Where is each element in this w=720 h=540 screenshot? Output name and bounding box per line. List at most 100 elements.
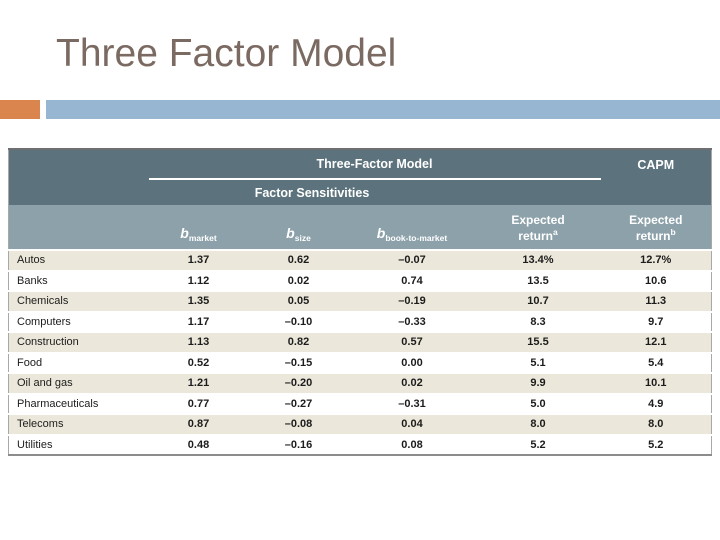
beta-subscript: book-to-market: [385, 233, 448, 244]
value-cell: 1.13: [187, 336, 210, 349]
value-cell: 15.5: [527, 336, 549, 349]
value-cell: –0.07: [398, 254, 426, 267]
value-cell: 5.4: [648, 356, 664, 369]
value-cell: –0.31: [398, 397, 426, 410]
value-cell: 0.02: [401, 377, 423, 390]
table-row: Chemicals 1.35 0.05 –0.19 10.7 11.3: [8, 291, 712, 312]
value-cell: 12.7%: [640, 254, 672, 267]
value-cell: 0.05: [287, 295, 310, 308]
value-cell: 4.9: [648, 397, 664, 410]
industry-cell: Utilities: [17, 438, 53, 451]
value-cell: 9.9: [530, 377, 546, 390]
value-cell: 0.82: [287, 336, 310, 349]
accent-bar-orange: [0, 100, 40, 119]
value-cell: 0.57: [401, 336, 423, 349]
value-cell: 0.08: [401, 438, 423, 451]
accent-bar-blue: [46, 100, 720, 119]
industry-cell: Oil and gas: [17, 377, 73, 390]
header-spacer: [600, 179, 712, 205]
value-cell: 10.7: [527, 295, 549, 308]
value-cell: 0.04: [401, 418, 423, 431]
value-cell: 0.52: [187, 356, 210, 369]
column-header-b-book-to-market: bbook-to-market: [348, 205, 476, 250]
table-row: Construction 1.13 0.82 0.57 15.5 12.1: [8, 332, 712, 353]
value-cell: 0.02: [287, 274, 310, 287]
value-cell: 1.35: [187, 295, 210, 308]
value-cell: –0.27: [284, 397, 313, 410]
column-header-b-market: bmarket: [148, 205, 249, 250]
value-cell: 5.1: [530, 356, 546, 369]
footnote-superscript: a: [552, 227, 558, 238]
table-header: Three-Factor Model CAPM Factor Sensitivi…: [8, 149, 712, 250]
value-cell: 8.0: [530, 418, 546, 431]
industry-cell: Food: [17, 356, 43, 369]
value-cell: 5.2: [530, 438, 546, 451]
subgroup-header-row: Factor Sensitivities: [8, 179, 712, 205]
industry-cell: Autos: [17, 254, 46, 267]
column-header-expected-return-capm: Expected returnb: [600, 205, 712, 250]
beta-subscript: market: [188, 233, 217, 244]
industry-cell: Telecoms: [17, 418, 64, 431]
value-cell: 0.00: [401, 356, 423, 369]
group-header-three-factor-model: Three-Factor Model: [148, 149, 601, 180]
subgroup-header-factor-sensitivities: Factor Sensitivities: [148, 179, 476, 205]
table-row: Telecoms 0.87 –0.08 0.04 8.0 8.0: [8, 414, 712, 435]
table-row: Banks 1.12 0.02 0.74 13.5 10.6: [8, 270, 712, 291]
three-factor-table-container: Three-Factor Model CAPM Factor Sensitivi…: [8, 148, 712, 456]
value-cell: –0.08: [284, 418, 313, 431]
column-header-row: bmarket bsize bbook-to-market Expected r…: [8, 205, 712, 250]
industry-cell: Pharmaceuticals: [17, 397, 99, 410]
value-cell: 5.2: [648, 438, 664, 451]
table-row: Oil and gas 1.21 –0.20 0.02 9.9 10.1: [8, 373, 712, 394]
value-cell: 13.5: [527, 274, 549, 287]
value-cell: 13.4%: [522, 254, 554, 267]
table-row: Utilities 0.48 –0.16 0.08 5.2 5.2: [8, 434, 712, 455]
beta-symbol: b: [376, 225, 386, 242]
footnote-superscript: b: [670, 227, 676, 238]
industry-cell: Computers: [17, 315, 71, 328]
column-header-b-size: bsize: [248, 205, 349, 250]
value-cell: 8.0: [648, 418, 664, 431]
column-header-expected-return-3f: Expected returna: [475, 205, 601, 250]
value-cell: 11.3: [645, 295, 667, 308]
table-row: Autos 1.37 0.62 –0.07 13.4% 12.7%: [8, 250, 712, 271]
header-line: Expected: [629, 213, 683, 228]
value-cell: –0.33: [398, 315, 426, 328]
value-cell: 1.21: [187, 377, 210, 390]
group-header-row: Three-Factor Model CAPM: [8, 149, 712, 180]
value-cell: –0.19: [398, 295, 426, 308]
table-row: Pharmaceuticals 0.77 –0.27 –0.31 5.0 4.9: [8, 393, 712, 414]
industry-cell: Banks: [17, 274, 48, 287]
table-row: Computers 1.17 –0.10 –0.33 8.3 9.7: [8, 311, 712, 332]
column-header-industry: [8, 205, 149, 250]
header-line: returna: [518, 227, 558, 244]
value-cell: 9.7: [648, 315, 664, 328]
value-cell: 1.12: [187, 274, 210, 287]
header-spacer: [475, 179, 601, 205]
three-factor-table: Three-Factor Model CAPM Factor Sensitivi…: [8, 148, 712, 456]
group-header-capm: CAPM: [600, 149, 712, 179]
value-cell: 0.48: [187, 438, 210, 451]
value-cell: 0.77: [187, 397, 210, 410]
value-cell: 12.1: [645, 336, 667, 349]
industry-cell: Chemicals: [17, 295, 69, 308]
table-body: Autos 1.37 0.62 –0.07 13.4% 12.7% Banks 1.12 0.0…: [8, 250, 712, 455]
beta-subscript: size: [294, 233, 311, 244]
value-cell: –0.16: [284, 438, 313, 451]
value-cell: –0.15: [284, 356, 313, 369]
beta-symbol: b: [180, 225, 189, 242]
value-cell: –0.10: [284, 315, 313, 328]
value-cell: 10.6: [645, 274, 667, 287]
header-line: Expected: [511, 213, 565, 228]
beta-symbol: b: [286, 225, 295, 242]
value-cell: 0.62: [287, 254, 310, 267]
header-line: returnb: [635, 227, 676, 244]
industry-cell: Construction: [17, 336, 79, 349]
value-cell: 5.0: [530, 397, 546, 410]
value-cell: 10.1: [645, 377, 667, 390]
value-cell: –0.20: [284, 377, 313, 390]
value-cell: 8.3: [530, 315, 546, 328]
header-spacer: [8, 149, 149, 179]
slide-title: Three Factor Model: [56, 32, 397, 75]
